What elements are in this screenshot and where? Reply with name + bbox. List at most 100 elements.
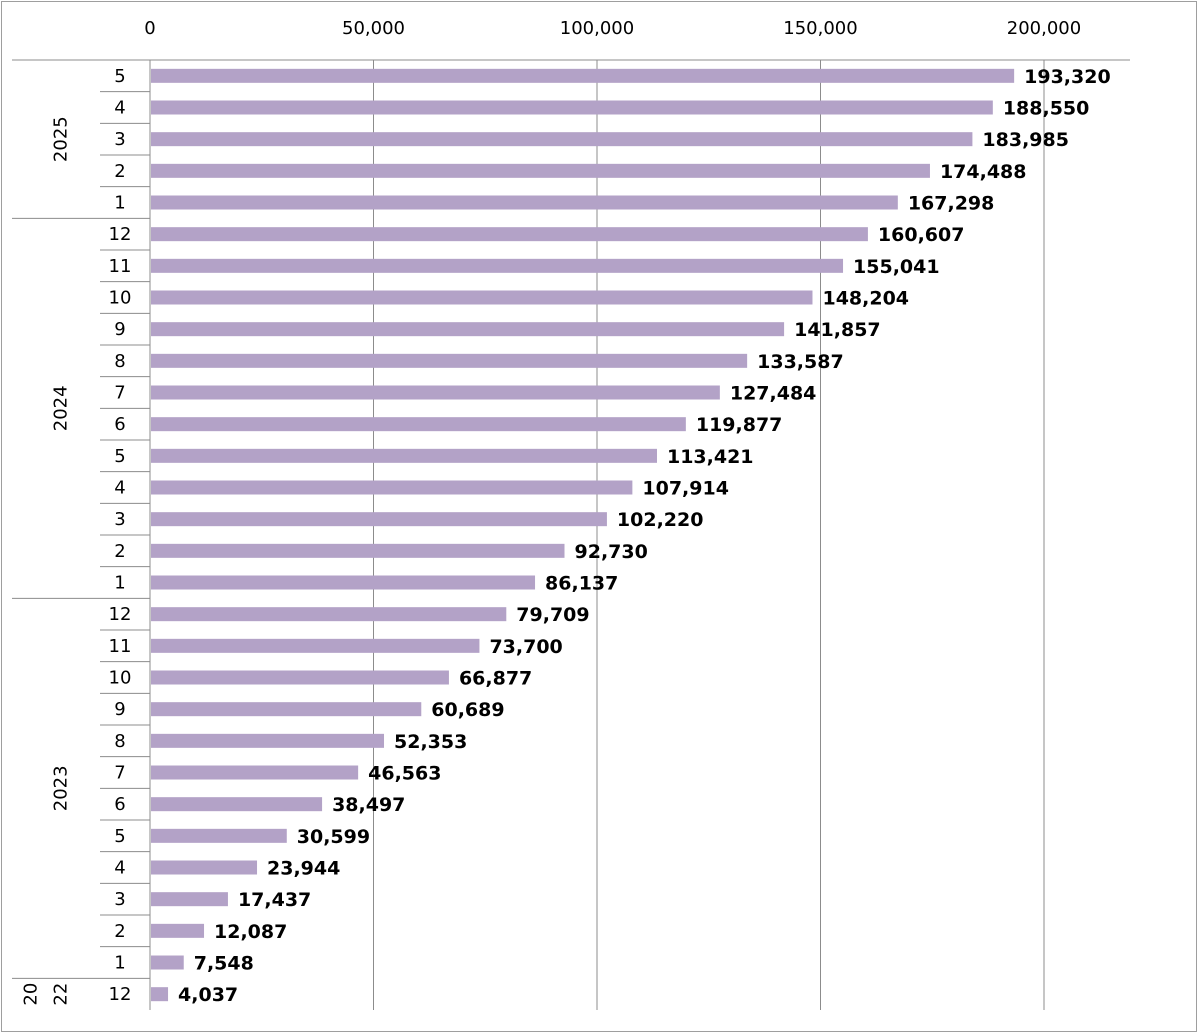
bar [151, 100, 993, 115]
month-label: 5 [114, 826, 125, 847]
x-tick-label: 150,000 [783, 18, 857, 39]
bar [151, 892, 228, 907]
data-label: 23,944 [267, 858, 340, 880]
data-label: 155,041 [853, 256, 940, 278]
bar [151, 638, 480, 653]
data-label: 188,550 [1003, 98, 1090, 120]
month-label: 4 [114, 858, 125, 879]
bar [151, 987, 169, 1002]
bar [151, 68, 1015, 83]
month-label: 7 [114, 763, 125, 784]
year-label: 22 [50, 983, 71, 1006]
data-label: 38,497 [332, 794, 405, 816]
bar [151, 828, 287, 843]
data-label: 79,709 [516, 604, 589, 626]
bar [151, 353, 748, 368]
data-label: 141,857 [794, 319, 881, 341]
month-label: 4 [114, 478, 125, 499]
month-label: 5 [114, 66, 125, 87]
month-label: 1 [114, 573, 125, 594]
month-label: 9 [114, 699, 125, 720]
x-tick-label: 200,000 [1007, 18, 1081, 39]
bar [151, 195, 898, 210]
year-label: 2025 [50, 116, 71, 162]
month-label: 1 [114, 953, 125, 974]
data-label: 7,548 [194, 953, 254, 975]
bar [151, 860, 258, 875]
data-label: 167,298 [908, 193, 995, 215]
month-label: 2 [114, 921, 125, 942]
bar [151, 385, 720, 400]
month-label: 3 [114, 129, 125, 150]
month-label: 8 [114, 731, 125, 752]
data-label: 107,914 [642, 478, 729, 500]
bar [151, 258, 844, 273]
data-label: 127,484 [730, 383, 817, 405]
data-label: 46,563 [368, 763, 441, 785]
month-label: 10 [109, 668, 132, 689]
month-label: 11 [109, 636, 132, 657]
bar [151, 955, 184, 970]
month-label: 12 [109, 224, 132, 245]
x-tick-label: 100,000 [560, 18, 634, 39]
data-label: 133,587 [757, 351, 844, 373]
bar [151, 290, 813, 305]
data-label: 17,437 [238, 889, 311, 911]
data-label: 4,037 [178, 984, 238, 1006]
bar [151, 923, 205, 938]
data-label: 60,689 [431, 699, 504, 721]
bar [151, 733, 385, 748]
data-label: 148,204 [822, 288, 909, 310]
month-label: 4 [114, 98, 125, 119]
month-label: 12 [109, 604, 132, 625]
month-label: 11 [109, 256, 132, 277]
month-label: 5 [114, 446, 125, 467]
bar [151, 512, 607, 527]
data-label: 12,087 [214, 921, 287, 943]
bar [151, 543, 565, 558]
data-label: 73,700 [489, 636, 562, 658]
bar [151, 670, 449, 685]
data-label: 102,220 [617, 509, 704, 531]
data-label: 183,985 [982, 129, 1069, 151]
bar [151, 765, 359, 780]
year-label: 20 [20, 983, 41, 1006]
data-label: 113,421 [667, 446, 754, 468]
bar [151, 132, 973, 147]
month-label: 12 [109, 984, 132, 1005]
data-label: 92,730 [575, 541, 648, 563]
bar [151, 163, 930, 178]
x-tick-label: 0 [144, 18, 155, 39]
bar [151, 417, 686, 432]
month-label: 3 [114, 889, 125, 910]
month-label: 1 [114, 193, 125, 214]
month-label: 6 [114, 794, 125, 815]
year-label: 2024 [50, 385, 71, 431]
data-label: 86,137 [545, 573, 618, 595]
bar [151, 607, 507, 622]
bar [151, 797, 323, 812]
bar [151, 480, 633, 495]
month-label: 7 [114, 383, 125, 404]
month-label: 2 [114, 161, 125, 182]
month-label: 6 [114, 414, 125, 435]
month-label: 2 [114, 541, 125, 562]
month-label: 10 [109, 288, 132, 309]
month-label: 9 [114, 319, 125, 340]
month-label: 3 [114, 509, 125, 530]
data-label: 30,599 [297, 826, 370, 848]
data-label: 160,607 [878, 224, 965, 246]
bar [151, 702, 422, 717]
bar [151, 227, 868, 242]
data-label: 174,488 [940, 161, 1027, 183]
data-label: 193,320 [1024, 66, 1111, 88]
data-label: 119,877 [696, 414, 783, 436]
bar [151, 322, 785, 337]
bar [151, 575, 536, 590]
data-label: 52,353 [394, 731, 467, 753]
month-label: 8 [114, 351, 125, 372]
year-label: 2023 [50, 765, 71, 811]
data-label: 66,877 [459, 668, 532, 690]
